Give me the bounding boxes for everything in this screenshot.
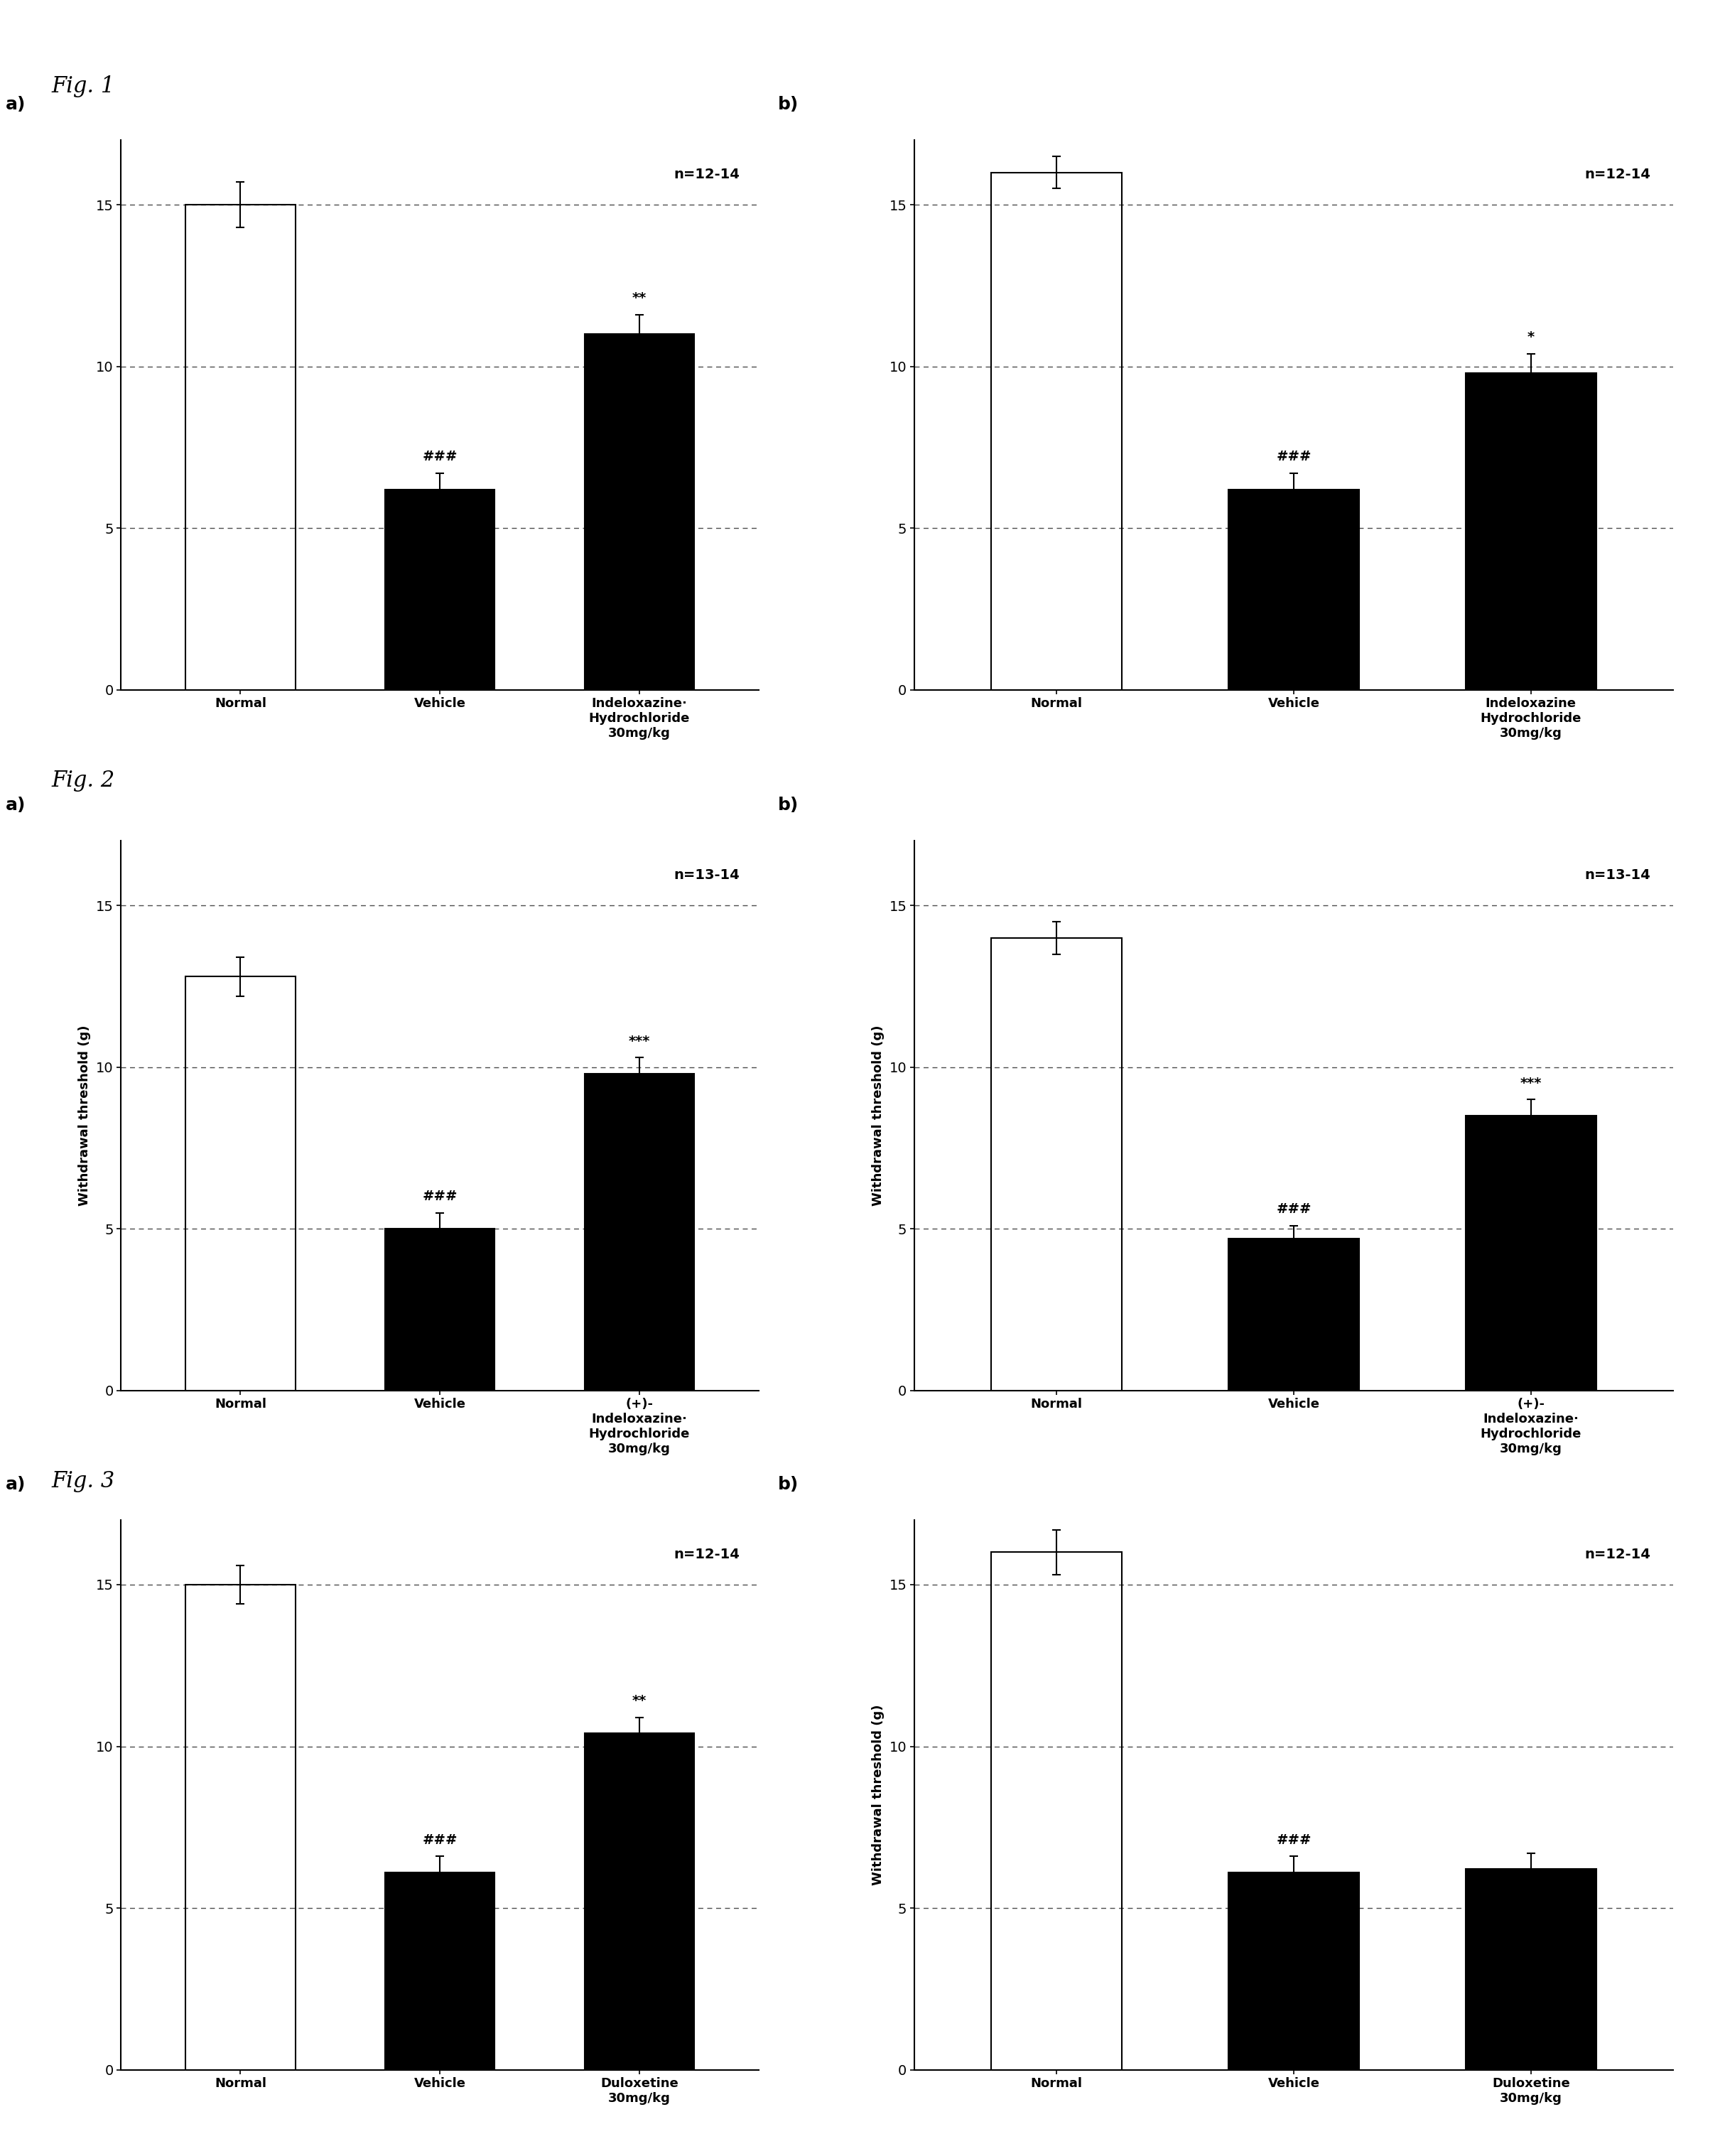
Bar bbox=[186, 1585, 295, 2070]
Text: n=12-14: n=12-14 bbox=[674, 1548, 740, 1561]
Bar bbox=[1228, 1238, 1359, 1391]
Text: ***: *** bbox=[628, 1035, 650, 1048]
Bar bbox=[186, 205, 295, 690]
Text: b): b) bbox=[778, 798, 799, 815]
Text: Fig. 3: Fig. 3 bbox=[52, 1470, 116, 1492]
Text: *: * bbox=[1527, 330, 1535, 343]
Bar bbox=[385, 489, 495, 690]
Text: n=13-14: n=13-14 bbox=[674, 869, 740, 882]
Text: a): a) bbox=[5, 798, 26, 815]
Text: a): a) bbox=[5, 1477, 26, 1494]
Bar bbox=[992, 172, 1121, 690]
Text: n=13-14: n=13-14 bbox=[1585, 869, 1651, 882]
Bar bbox=[1466, 1117, 1596, 1391]
Text: n=12-14: n=12-14 bbox=[674, 168, 740, 181]
Bar bbox=[992, 938, 1121, 1391]
Bar bbox=[585, 1074, 693, 1391]
Text: **: ** bbox=[631, 1695, 647, 1708]
Bar bbox=[385, 1871, 495, 2070]
Text: n=12-14: n=12-14 bbox=[1585, 168, 1651, 181]
Text: ***: *** bbox=[1520, 1076, 1542, 1091]
Text: Fig. 1: Fig. 1 bbox=[52, 75, 116, 97]
Text: ###: ### bbox=[1276, 1203, 1311, 1216]
Bar bbox=[992, 1552, 1121, 2070]
Text: ###: ### bbox=[423, 1190, 457, 1203]
Y-axis label: Withdrawal threshold (g): Withdrawal threshold (g) bbox=[871, 1026, 885, 1205]
Bar bbox=[1466, 373, 1596, 690]
Text: Fig. 2: Fig. 2 bbox=[52, 770, 116, 791]
Bar bbox=[385, 1229, 495, 1391]
Bar bbox=[585, 1733, 693, 2070]
Text: ###: ### bbox=[1276, 1833, 1311, 1846]
Text: ###: ### bbox=[423, 451, 457, 464]
Y-axis label: Withdrawal threshold (g): Withdrawal threshold (g) bbox=[78, 1026, 91, 1205]
Bar bbox=[585, 334, 693, 690]
Text: ###: ### bbox=[1276, 451, 1311, 464]
Text: b): b) bbox=[778, 1477, 799, 1494]
Text: b): b) bbox=[778, 97, 799, 114]
Bar bbox=[186, 977, 295, 1391]
Text: n=12-14: n=12-14 bbox=[1585, 1548, 1651, 1561]
Text: a): a) bbox=[5, 97, 26, 114]
Bar bbox=[1466, 1869, 1596, 2070]
Text: **: ** bbox=[631, 291, 647, 304]
Text: ###: ### bbox=[423, 1833, 457, 1846]
Bar bbox=[1228, 1871, 1359, 2070]
Y-axis label: Withdrawal threshold (g): Withdrawal threshold (g) bbox=[871, 1705, 885, 1884]
Bar bbox=[1228, 489, 1359, 690]
